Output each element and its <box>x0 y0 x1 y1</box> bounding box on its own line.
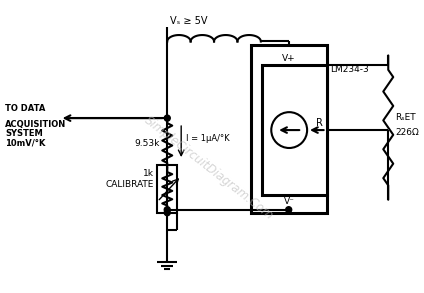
Text: SimpleCircuitDiagram.Com: SimpleCircuitDiagram.Com <box>142 114 276 222</box>
Text: R: R <box>316 118 323 128</box>
Bar <box>262 65 326 195</box>
Text: LM234-3: LM234-3 <box>331 65 369 74</box>
Text: V+: V+ <box>282 54 296 63</box>
Text: Vₛ ≥ 5V: Vₛ ≥ 5V <box>170 16 208 25</box>
Text: CALIBRATE: CALIBRATE <box>106 180 154 189</box>
Text: TO DATA: TO DATA <box>5 104 45 113</box>
Text: 9.53k: 9.53k <box>134 139 159 147</box>
Text: 1k: 1k <box>143 169 154 178</box>
Circle shape <box>164 207 170 213</box>
Text: V⁻: V⁻ <box>284 197 295 206</box>
Text: 226Ω: 226Ω <box>395 128 419 137</box>
Bar <box>157 165 177 213</box>
Text: ACQUISITION: ACQUISITION <box>5 120 66 129</box>
Circle shape <box>286 207 292 213</box>
Bar <box>251 45 326 213</box>
Circle shape <box>164 115 170 121</box>
Circle shape <box>164 210 170 216</box>
Text: SYSTEM: SYSTEM <box>5 129 43 138</box>
Text: I = 1μA/°K: I = 1μA/°K <box>186 134 230 142</box>
Text: RₛET: RₛET <box>395 113 416 122</box>
Text: 10mV/°K: 10mV/°K <box>5 138 45 147</box>
